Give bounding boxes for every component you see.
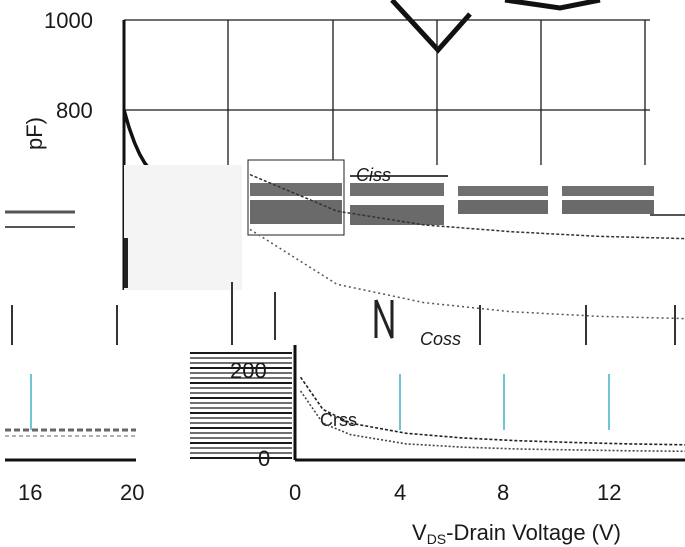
glitch-bar-1 [250,183,342,196]
middle-label-coss: Coss [420,329,461,349]
bottom-series-crss [299,390,685,453]
bottom-stripe-block [190,352,292,459]
middle-panel: Ciss Coss [5,159,685,349]
glitch-bar-5 [458,186,548,196]
top-y-tick-800: 800 [56,98,93,123]
x-axis-label-ds: DS [427,531,446,547]
bottom-y-tick-0: 0 [258,446,270,471]
x-axis-label-v: V [412,520,427,545]
glitch-bar-8 [562,200,654,214]
top-y-label-fragment: pF) [22,117,47,150]
middle-series-coss [249,228,685,320]
glitch-bar-4 [350,205,444,225]
glitch-bar-7 [562,186,654,196]
x-axis-label: VDS-Drain Voltage (V) [412,520,621,547]
bottom-x-tick-0: 0 [289,480,301,505]
glitch-block-1 [124,165,242,290]
bottom-y-tick-200: 200 [230,358,267,383]
bottom-x-tick-8: 8 [497,480,509,505]
glitch-dark-tick-1 [124,238,128,288]
middle-label-ciss: Ciss [356,165,391,185]
bottom-x-tick-4: 4 [394,480,406,505]
bottom-label-crss: Crss [320,410,357,430]
glitch-bar-6 [458,200,548,214]
middle-vertical-ticks [11,282,676,345]
bottom-series-coss [299,376,685,446]
glitch-bar-3 [350,183,444,196]
top-grid [124,19,650,165]
middle-arrow-glyph [374,299,394,339]
top-panel: 1000 800 pF) [22,8,650,290]
top-y-tick-1000: 1000 [44,8,93,33]
bottom-grid [30,374,610,430]
bottom-x-tick-16: 16 [18,480,42,505]
bottom-x-tick-12: 12 [597,480,621,505]
middle-series-ciss [249,173,685,240]
bottom-x-tick-20: 20 [120,480,144,505]
x-axis-label-rest: -Drain Voltage (V) [446,520,621,545]
glitch-bar-2 [250,200,342,224]
watermark-stroke [390,0,601,54]
bottom-panel: 200 0 16 20 0 4 8 12 VDS-Drain Voltage (… [5,345,685,547]
